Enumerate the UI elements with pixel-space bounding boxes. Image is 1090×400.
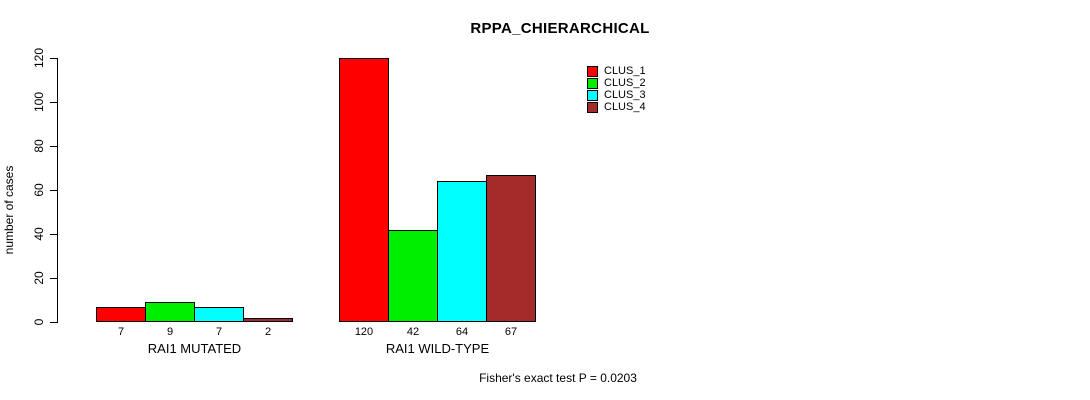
bar-value-label: 120	[354, 326, 374, 338]
y-tick-label: 100	[32, 91, 46, 113]
x-category-label: RAI1 MUTATED	[147, 341, 242, 356]
y-tick	[50, 278, 58, 279]
legend-item: CLUS_3	[587, 89, 646, 101]
x-category-label: RAI1 WILD-TYPE	[385, 341, 490, 356]
bar-value-label: 9	[166, 326, 174, 338]
y-tick	[50, 322, 58, 323]
bar-clus_3	[437, 181, 487, 322]
legend-item: CLUS_2	[587, 77, 646, 89]
bar-clus_2	[388, 230, 438, 322]
y-tick	[50, 58, 58, 59]
legend-label: CLUS_2	[604, 77, 646, 89]
stats-annotation: Fisher's exact test P = 0.0203	[479, 371, 637, 385]
legend-label: CLUS_4	[604, 101, 646, 113]
chart-title: RPPA_CHIERARCHICAL	[470, 20, 650, 37]
legend-swatch	[587, 89, 598, 101]
legend-swatch	[587, 101, 598, 113]
legend-item: CLUS_1	[587, 65, 646, 77]
bar-clus_4	[243, 318, 293, 322]
y-tick-label: 40	[32, 227, 46, 241]
legend-swatch	[587, 65, 598, 77]
legend-swatch	[587, 77, 598, 89]
bar-value-label: 64	[455, 326, 469, 338]
legend-item: CLUS_4	[587, 101, 646, 113]
bar-value-label: 67	[504, 326, 518, 338]
y-tick-label: 80	[32, 139, 46, 153]
bar-value-label: 7	[117, 326, 125, 338]
bar-value-label: 42	[406, 326, 420, 338]
bar-clus_4	[486, 175, 536, 322]
y-tick-label: 120	[32, 47, 46, 69]
y-tick	[50, 102, 58, 103]
bar-clus_2	[145, 302, 195, 322]
bar-value-label: 2	[264, 326, 272, 338]
y-tick-label: 0	[32, 318, 46, 326]
y-axis-label: number of cases	[2, 165, 16, 255]
legend: CLUS_1 CLUS_2 CLUS_3 CLUS_4	[587, 65, 646, 113]
y-tick	[50, 146, 58, 147]
bar-value-label: 7	[215, 326, 223, 338]
legend-label: CLUS_1	[604, 65, 646, 77]
y-tick-label: 20	[32, 271, 46, 285]
bar-clus_3	[194, 307, 244, 322]
bar-clus_1	[96, 307, 146, 322]
y-tick	[50, 190, 58, 191]
y-tick	[50, 234, 58, 235]
bar-clus_1	[339, 58, 389, 322]
y-tick-label: 60	[32, 183, 46, 197]
legend-label: CLUS_3	[604, 89, 646, 101]
